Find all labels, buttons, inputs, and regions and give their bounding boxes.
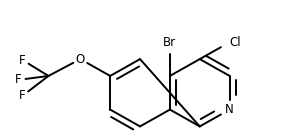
Text: Cl: Cl (230, 36, 241, 49)
Text: F: F (15, 73, 22, 86)
Text: F: F (19, 54, 26, 67)
Text: F: F (19, 89, 26, 102)
Text: N: N (225, 103, 234, 116)
Text: O: O (76, 53, 85, 66)
Text: Br: Br (163, 36, 176, 49)
